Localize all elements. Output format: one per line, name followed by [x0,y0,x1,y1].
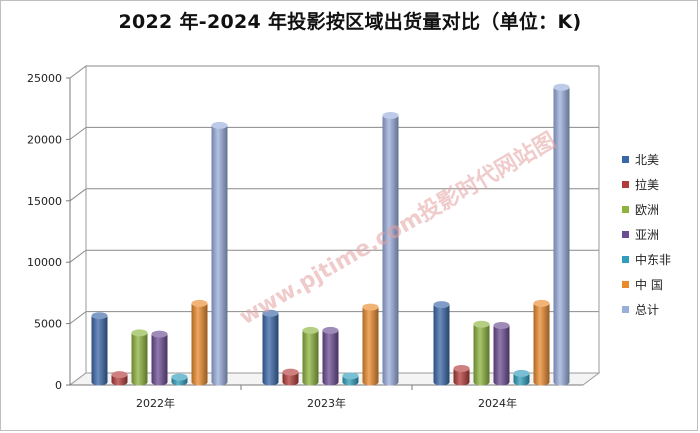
bar [533,299,550,386]
y-tick-label: 0 [55,379,62,392]
x-tick-label: 2022年 [136,396,175,410]
legend-swatch [622,256,629,263]
bar [322,326,339,386]
legend-swatch [622,281,629,288]
bar [151,330,168,386]
bar [111,371,128,386]
bar [553,83,570,386]
bar [473,320,490,386]
legend-item: 北美 [622,153,659,167]
bar [493,322,510,386]
bar [191,299,208,386]
bar [91,312,108,386]
bar [342,372,359,386]
bar [362,303,379,386]
bar [131,329,148,386]
x-axis-ticks: 2022年 2023年 2024年 [136,385,517,410]
legend-label: 欧洲 [635,203,659,217]
legend-label: 中 国 [635,277,663,292]
grid-lines [69,65,599,325]
grid-line [69,126,599,140]
legend-label: 总计 [635,303,659,317]
legend-swatch [622,181,629,188]
legend-item: 中 国 [622,277,663,292]
legend-label: 拉美 [635,177,659,192]
legend-swatch [622,231,629,238]
legend-swatch [622,306,629,313]
legend-label: 中东非 [635,252,671,267]
y-tick-label: 10000 [27,256,62,269]
bar [171,373,188,386]
legend-item: 总计 [622,303,659,317]
bar [262,309,279,386]
bar [433,301,450,386]
x-tick-label: 2024年 [478,396,517,410]
legend-item: 欧洲 [622,203,659,217]
legend-item: 亚洲 [622,228,659,242]
y-tick-label: 25000 [27,72,62,85]
chart-title: 2022 年-2024 年投影按区域出货量对比（单位：K) [118,11,582,33]
legend-label: 北美 [635,153,659,167]
grid-line [69,311,599,325]
legend-swatch [622,156,629,163]
bar [513,369,530,386]
y-axis-ticks: 0 5000 10000 15000 20000 25000 [27,72,70,392]
bar [382,112,399,386]
y-tick-label: 20000 [27,133,62,146]
legend-swatch [622,206,629,213]
y-tick-label: 15000 [27,195,62,208]
bars [91,83,570,386]
side-wall [69,65,87,386]
bar [282,368,299,386]
bar [211,121,228,386]
y-tick-label: 5000 [34,318,62,331]
bar [453,364,470,386]
x-tick-label: 2023年 [307,396,346,410]
legend-label: 亚洲 [635,228,659,242]
grid-line [69,65,599,79]
bar [302,326,319,386]
legend-item: 拉美 [622,177,659,192]
grid-line [69,188,599,202]
legend-item: 中东非 [622,252,671,267]
